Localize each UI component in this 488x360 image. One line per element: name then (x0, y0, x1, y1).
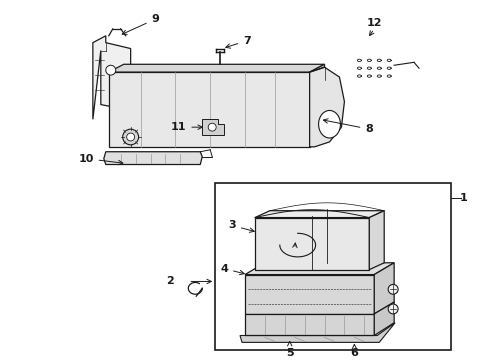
Text: 3: 3 (228, 220, 254, 232)
Circle shape (126, 133, 134, 141)
Polygon shape (368, 211, 384, 270)
Text: 10: 10 (78, 154, 122, 165)
Polygon shape (373, 263, 393, 314)
Circle shape (387, 284, 397, 294)
Text: 1: 1 (459, 193, 467, 203)
Bar (215, 183, 450, 350)
Polygon shape (108, 72, 309, 147)
Polygon shape (244, 263, 393, 275)
Polygon shape (202, 119, 224, 135)
Polygon shape (244, 275, 373, 314)
Text: 7: 7 (225, 36, 250, 48)
Text: 4: 4 (220, 264, 244, 275)
Circle shape (208, 123, 216, 131)
Polygon shape (103, 152, 202, 165)
Polygon shape (254, 217, 368, 270)
Text: 2: 2 (166, 276, 174, 287)
Text: 8: 8 (323, 119, 372, 134)
Circle shape (122, 129, 138, 145)
Polygon shape (244, 314, 373, 336)
Polygon shape (93, 36, 130, 119)
Ellipse shape (318, 111, 340, 138)
Polygon shape (309, 64, 324, 147)
Circle shape (105, 65, 116, 75)
Text: 9: 9 (122, 14, 159, 34)
Text: 12: 12 (366, 18, 381, 28)
Polygon shape (108, 64, 324, 72)
Polygon shape (309, 67, 344, 147)
Text: 11: 11 (170, 122, 202, 132)
Text: 5: 5 (285, 342, 293, 358)
Circle shape (387, 304, 397, 314)
Polygon shape (254, 211, 384, 217)
Text: 6: 6 (350, 345, 358, 358)
Polygon shape (373, 302, 393, 336)
Polygon shape (240, 323, 394, 342)
